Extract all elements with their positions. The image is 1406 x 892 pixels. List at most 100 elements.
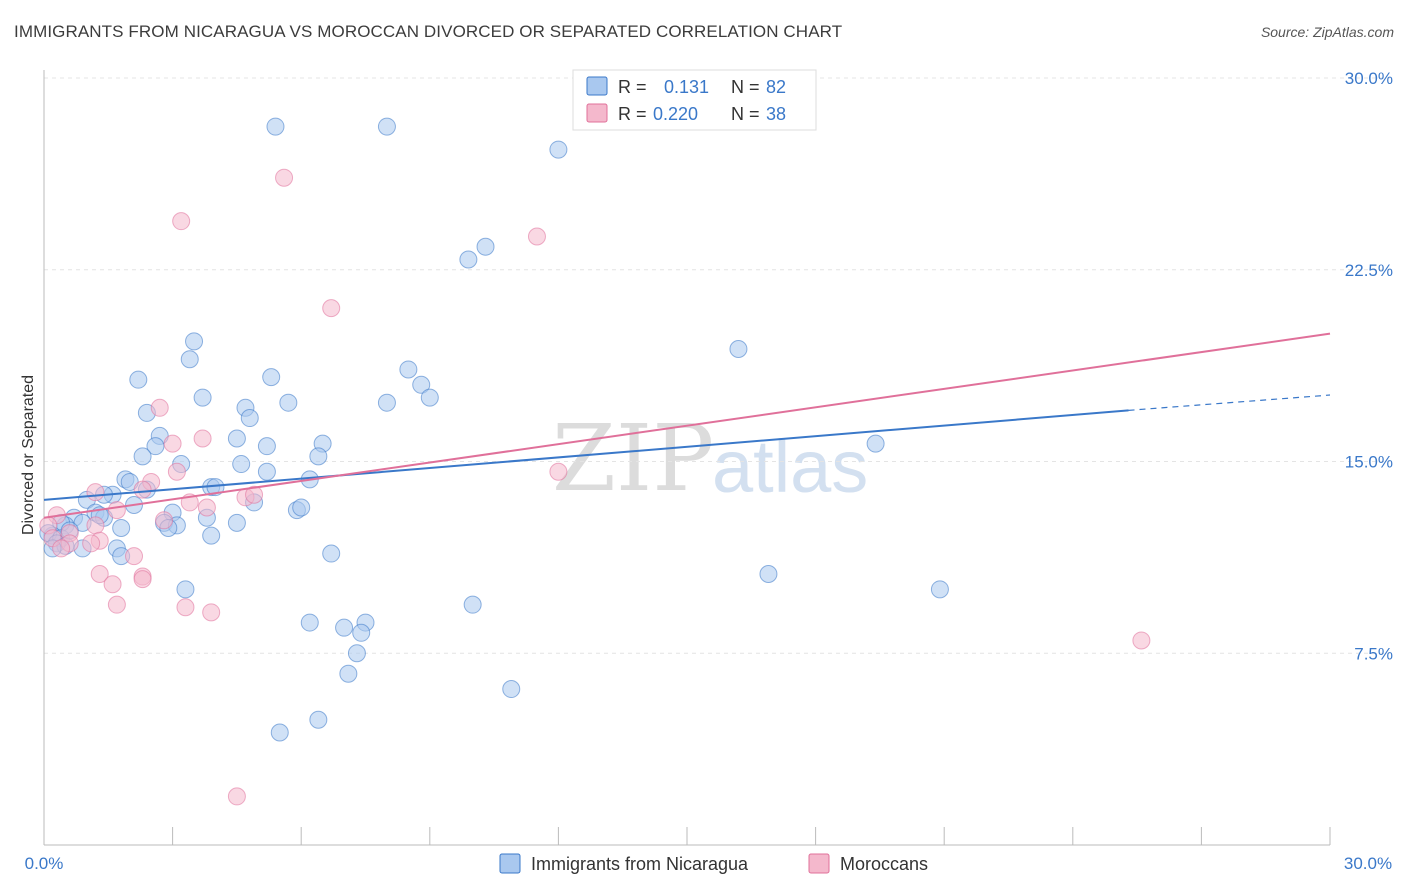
data-point-moroccans	[202, 603, 221, 622]
legend-r-label-pink: R =	[618, 104, 647, 124]
data-point-moroccans	[527, 227, 546, 246]
data-point-nicaragua	[352, 623, 371, 642]
data-point-moroccans	[90, 564, 109, 583]
data-point-nicaragua	[347, 644, 366, 663]
data-point-moroccans	[197, 498, 216, 517]
data-point-moroccans	[245, 485, 264, 504]
data-point-nicaragua	[279, 393, 298, 412]
data-point-nicaragua	[930, 580, 949, 599]
legend-box: R = 0.131 N = 82 R = 0.220 N = 38	[572, 69, 817, 131]
data-point-nicaragua	[759, 564, 778, 583]
data-point-nicaragua	[176, 580, 195, 599]
data-point-nicaragua	[339, 664, 358, 683]
y-tick-label: 22.5%	[1345, 261, 1393, 280]
data-point-nicaragua	[232, 455, 251, 474]
data-point-moroccans	[227, 787, 246, 806]
trend-line-nicaragua	[43, 409, 1129, 501]
data-point-nicaragua	[112, 518, 131, 537]
data-point-nicaragua	[202, 526, 221, 545]
data-point-moroccans	[150, 398, 169, 417]
bottom-legend-label-nicaragua: Immigrants from Nicaragua	[531, 854, 749, 874]
data-point-nicaragua	[549, 140, 568, 159]
data-point-nicaragua	[399, 360, 418, 379]
data-point-nicaragua	[146, 437, 165, 456]
data-point-nicaragua	[292, 498, 311, 517]
data-point-nicaragua	[463, 595, 482, 614]
data-point-nicaragua	[270, 723, 289, 742]
data-point-nicaragua	[729, 340, 748, 359]
data-point-nicaragua	[377, 393, 396, 412]
trend-line-moroccans	[43, 332, 1331, 519]
bottom-legend-label-moroccans: Moroccans	[840, 854, 928, 874]
data-point-nicaragua	[180, 350, 199, 369]
data-point-nicaragua	[300, 613, 319, 632]
legend-n-value-pink: 38	[766, 104, 786, 124]
data-point-nicaragua	[502, 680, 521, 699]
y-tick-label: 30.0%	[1345, 69, 1393, 88]
data-point-moroccans	[172, 212, 191, 231]
watermark-zip: ZIP	[552, 405, 714, 512]
data-point-nicaragua	[257, 437, 276, 456]
legend-r-value-blue: 0.131	[664, 77, 709, 97]
data-point-moroccans	[82, 534, 101, 553]
data-point-nicaragua	[309, 447, 328, 466]
y-tick-label: 7.5%	[1354, 644, 1393, 663]
bottom-legend: Immigrants from Nicaragua Moroccans	[499, 853, 928, 874]
data-point-nicaragua	[266, 117, 285, 136]
data-point-nicaragua	[240, 409, 259, 428]
data-point-nicaragua	[227, 429, 246, 448]
y-tick-labels: 7.5% 15.0% 22.5% 30.0%	[1345, 69, 1393, 663]
data-point-nicaragua	[459, 250, 478, 269]
x-ticks	[172, 827, 1331, 845]
trend-lines	[43, 332, 1331, 519]
data-point-nicaragua	[377, 117, 396, 136]
data-point-moroccans	[1132, 631, 1151, 650]
data-point-nicaragua	[866, 434, 885, 453]
legend-r-label-blue: R =	[618, 77, 647, 97]
data-point-moroccans	[163, 434, 182, 453]
data-point-moroccans	[107, 595, 126, 614]
data-point-moroccans	[133, 480, 152, 499]
data-point-nicaragua	[335, 618, 354, 637]
data-point-moroccans	[155, 511, 174, 530]
data-point-moroccans	[176, 598, 195, 617]
data-point-moroccans	[103, 575, 122, 594]
data-point-moroccans	[193, 429, 212, 448]
legend-swatch-blue	[586, 76, 608, 96]
data-point-moroccans	[322, 299, 341, 318]
legend-n-value-blue: 82	[766, 77, 786, 97]
data-point-moroccans	[86, 483, 105, 502]
legend-r-value-pink: 0.220	[653, 104, 698, 124]
trend-line-nicaragua-extension	[1128, 394, 1331, 411]
grid-lines	[44, 77, 1390, 654]
source-label: Source: ZipAtlas.com	[1260, 24, 1394, 40]
data-point-nicaragua	[227, 513, 246, 532]
data-point-moroccans	[107, 501, 126, 520]
data-point-nicaragua	[412, 375, 431, 394]
data-point-nicaragua	[322, 544, 341, 563]
legend-swatch-pink	[586, 103, 608, 123]
x-tick-label-max: 30.0%	[1344, 854, 1392, 873]
y-tick-label: 15.0%	[1345, 453, 1393, 472]
data-point-nicaragua	[193, 388, 212, 407]
data-point-moroccans	[125, 547, 144, 566]
data-point-nicaragua	[420, 388, 439, 407]
bottom-legend-swatch-nicaragua	[499, 853, 521, 874]
bottom-legend-swatch-moroccans	[808, 853, 830, 874]
data-point-nicaragua	[129, 370, 148, 389]
chart-title: IMMIGRANTS FROM NICARAGUA VS MOROCCAN DI…	[14, 22, 843, 41]
legend-frame	[572, 69, 817, 131]
legend-n-label-pink: N =	[731, 104, 760, 124]
data-point-nicaragua	[185, 332, 204, 351]
data-point-moroccans	[52, 539, 71, 558]
data-point-moroccans	[549, 462, 568, 481]
data-point-nicaragua	[309, 710, 328, 729]
data-point-nicaragua	[262, 368, 281, 387]
data-point-moroccans	[86, 516, 105, 535]
data-point-moroccans	[275, 168, 294, 187]
x-tick-label-min: 0.0%	[25, 854, 64, 873]
y-axis-label: Divorced or Separated	[20, 375, 37, 535]
data-point-nicaragua	[476, 237, 495, 256]
data-point-moroccans	[133, 570, 152, 589]
